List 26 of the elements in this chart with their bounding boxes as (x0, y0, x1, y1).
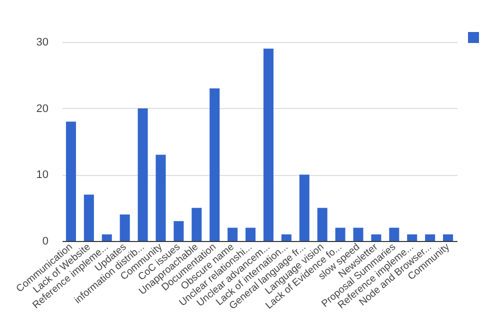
bar (156, 154, 166, 241)
bar (192, 208, 202, 241)
bar (210, 88, 220, 241)
bar (425, 234, 436, 241)
bar (389, 228, 400, 241)
bar (335, 228, 346, 241)
y-tick-label: 10 (36, 169, 48, 182)
y-tick-label: 0 (42, 236, 48, 248)
bar (263, 48, 274, 241)
bar (281, 234, 292, 241)
bar (246, 228, 256, 241)
bar (84, 194, 94, 241)
bar (299, 174, 310, 241)
bar (407, 234, 418, 241)
bar (66, 122, 76, 241)
bar (120, 214, 130, 241)
bar (317, 208, 328, 241)
bar (353, 228, 364, 241)
bar (174, 221, 184, 241)
bar (371, 234, 382, 241)
y-tick-label: 30 (36, 36, 48, 48)
bar (102, 234, 112, 241)
bar (138, 108, 148, 241)
y-tick-label: 20 (36, 102, 48, 115)
bar (228, 228, 238, 241)
bar (443, 234, 454, 241)
